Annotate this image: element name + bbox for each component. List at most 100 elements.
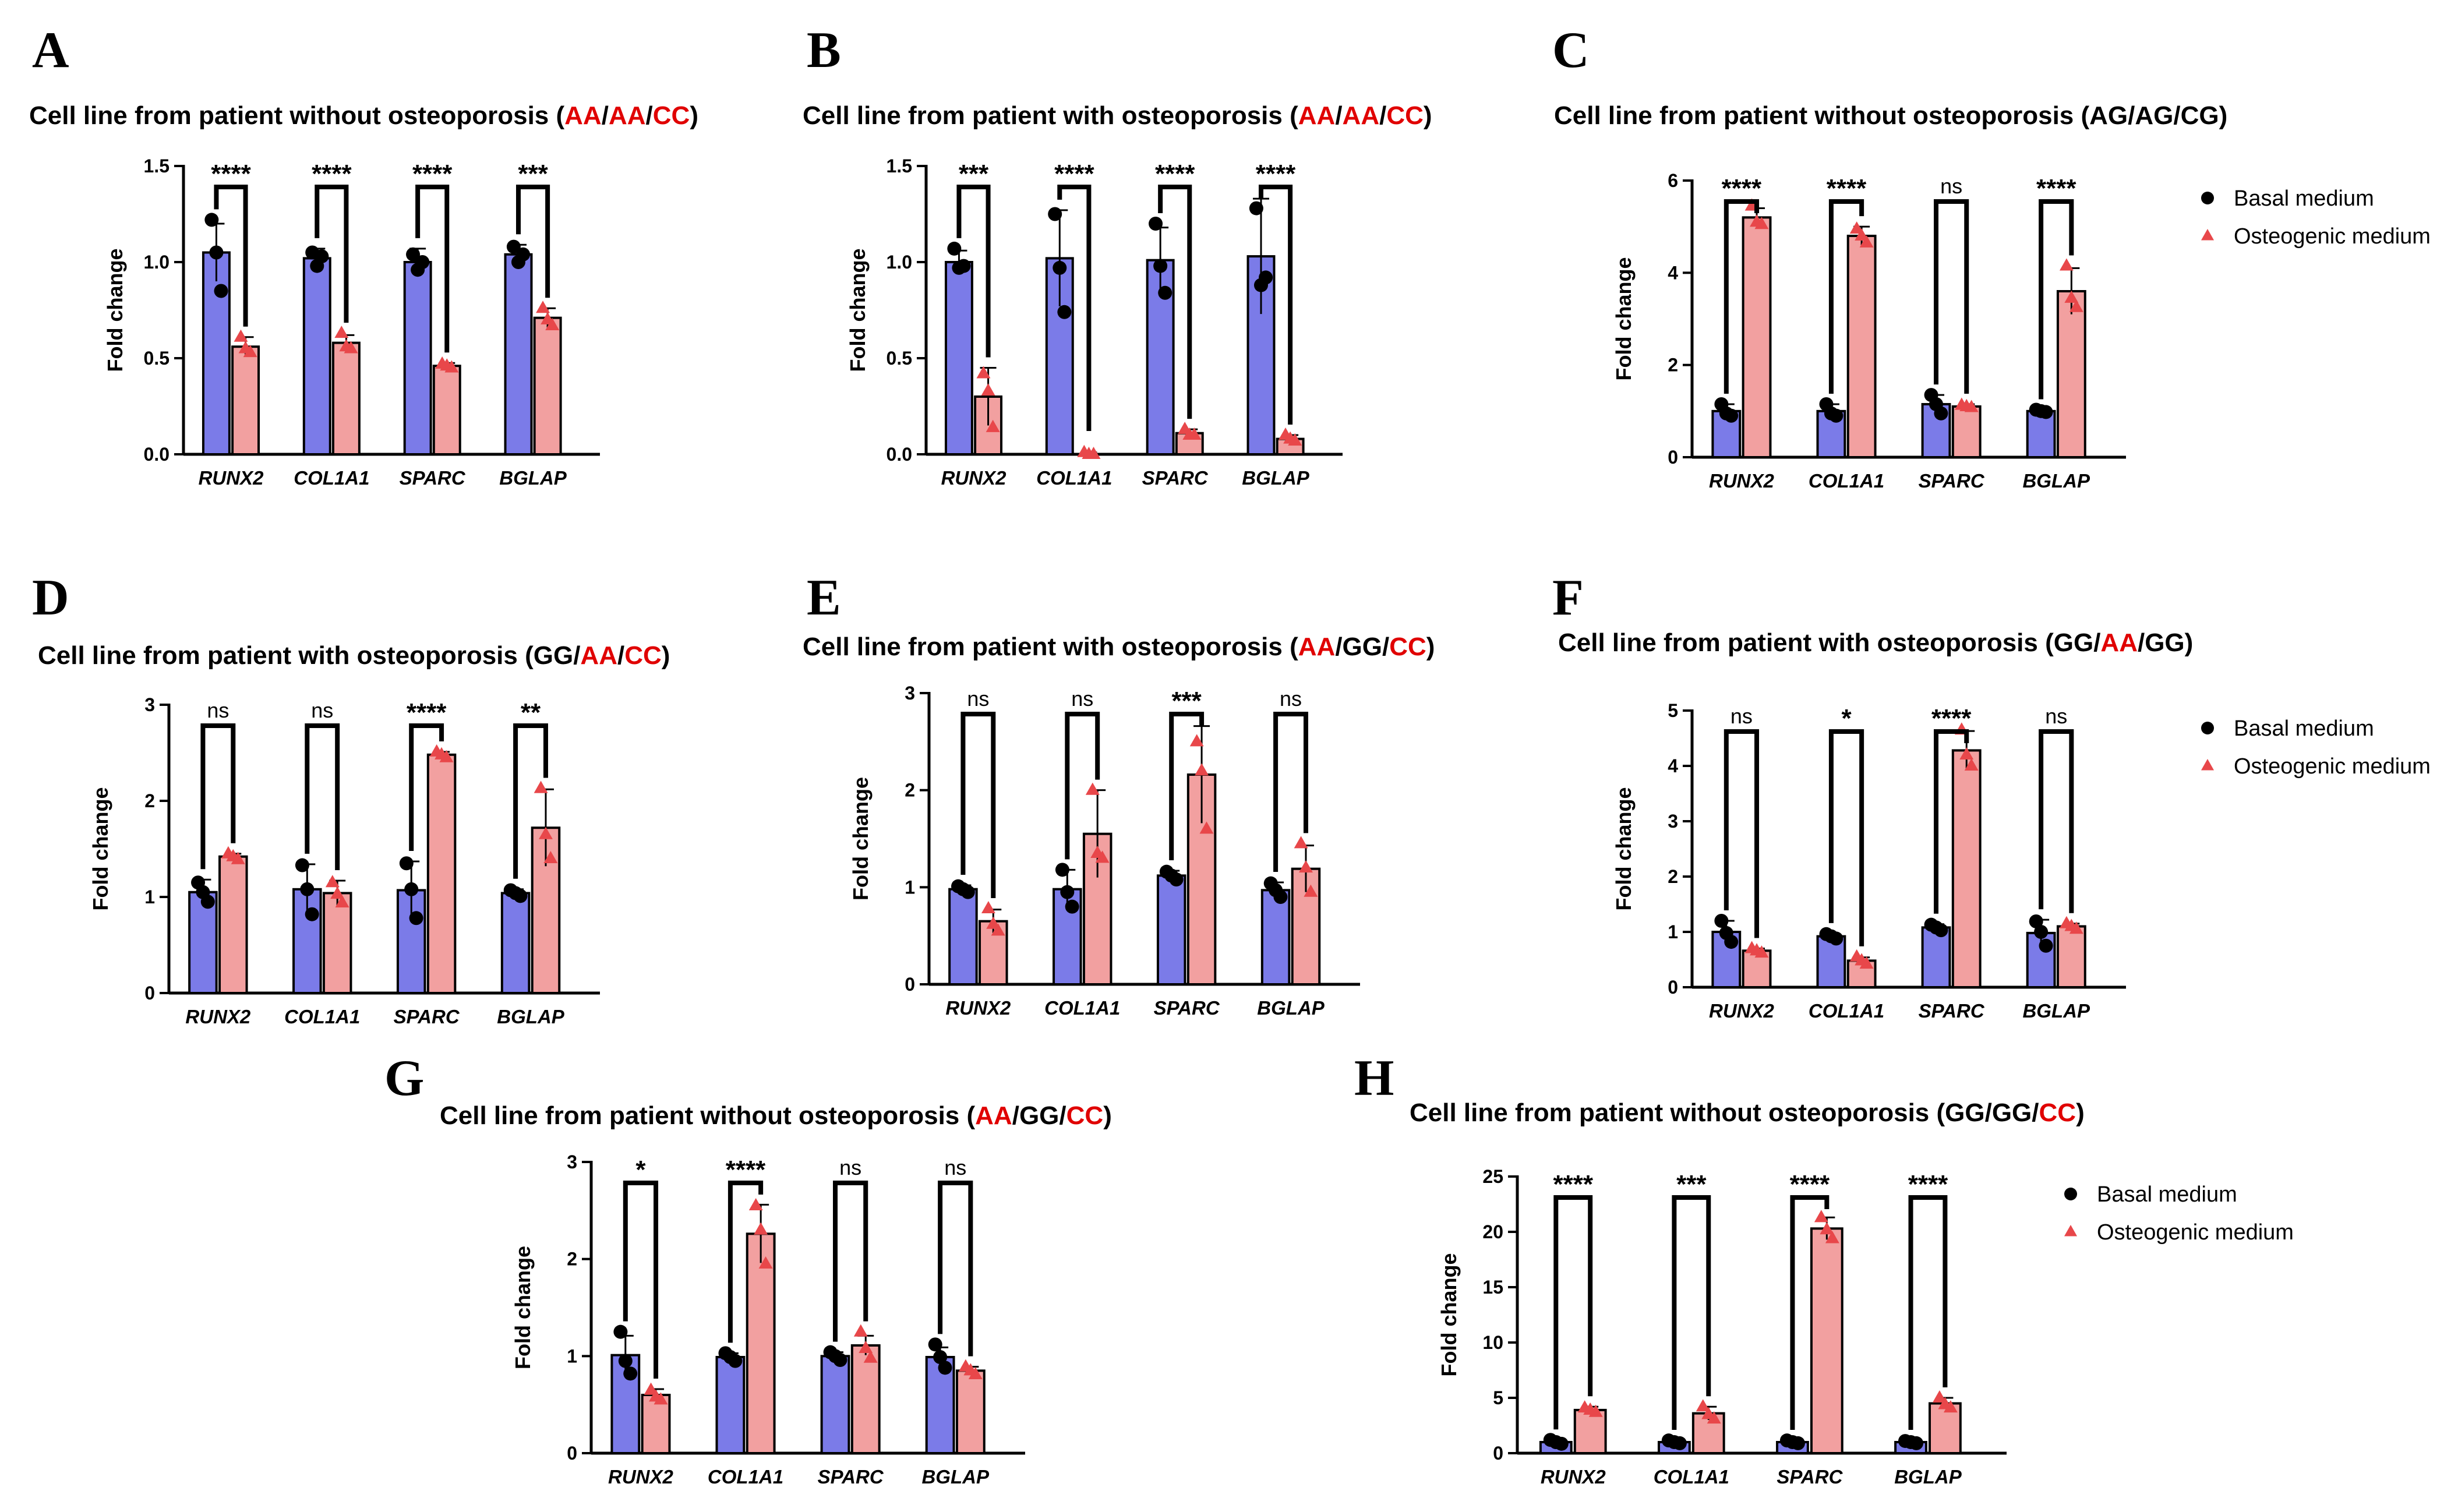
data-point-osteogenic: [654, 1392, 668, 1405]
y-tick-label: 1.0: [144, 252, 169, 273]
data-point-osteogenic: [644, 1382, 658, 1395]
data-point-basal: [1055, 863, 1069, 877]
significance-label: ns: [1280, 687, 1302, 711]
bar-osteogenic: [1742, 216, 1772, 458]
y-tick-label: 1: [1668, 921, 1678, 942]
bar-osteogenic: [322, 892, 352, 995]
data-point-osteogenic: [1959, 747, 1974, 760]
y-tick-label: 0: [1668, 447, 1678, 468]
y-tick-label: 5: [1668, 700, 1678, 721]
title-segment: /: [617, 641, 624, 670]
panel-title: Cell line from patient with osteoporosis…: [803, 101, 1432, 130]
significance-bracket: [200, 723, 236, 870]
data-point-osteogenic: [1299, 860, 1313, 873]
title-segment: Cell line from patient with osteoporosis…: [38, 641, 580, 670]
data-point-osteogenic: [2064, 290, 2079, 303]
legend-basal-marker: [2064, 1188, 2077, 1200]
significance-label: ns: [967, 687, 989, 711]
data-point-basal: [938, 1361, 952, 1375]
y-tick-label: 4: [1668, 755, 1678, 776]
data-point-basal: [305, 907, 319, 921]
category-label: COL1A1: [1036, 467, 1112, 489]
panel-letter: H: [1354, 1050, 1394, 1107]
data-point-osteogenic: [1085, 782, 1100, 795]
significance-bracket: [727, 1181, 764, 1343]
data-point-basal: [406, 247, 421, 262]
data-point-basal: [928, 1337, 942, 1352]
bar-osteogenic: [533, 316, 562, 456]
bar-basal: [504, 253, 533, 455]
significance-bracket: [1908, 1195, 1948, 1430]
y-tick-label: 2: [1668, 355, 1678, 376]
title-segment: ): [2076, 1098, 2085, 1127]
category-label: BGLAP: [1257, 997, 1325, 1019]
significance-label: *: [1841, 704, 1852, 733]
legend-osteogenic-label: Osteogenic medium: [2234, 224, 2431, 249]
y-axis-label: Fold change: [849, 777, 873, 900]
y-tick-label: 0: [1668, 977, 1678, 998]
bar-osteogenic: [850, 1344, 881, 1454]
title-segment: Cell line from patient with osteoporosis…: [1558, 628, 2100, 657]
y-tick-label: 0: [144, 983, 155, 1004]
data-point-osteogenic: [545, 317, 560, 330]
legend-osteogenic-label: Osteogenic medium: [2234, 754, 2431, 779]
category-label: RUNX2: [941, 467, 1007, 489]
significance-label: ns: [1940, 174, 1962, 198]
data-point-osteogenic: [543, 851, 558, 864]
data-point-basal: [1829, 931, 1843, 946]
significance-bracket: [515, 185, 550, 298]
significance-label: ***: [1171, 687, 1202, 715]
significance-label: ****: [726, 1156, 766, 1184]
y-tick-label: 6: [1668, 170, 1678, 191]
data-point-basal: [1934, 923, 1948, 938]
data-point-basal: [1714, 914, 1729, 928]
legend: Basal medium Osteogenic medium: [2201, 186, 2431, 249]
data-point-osteogenic: [1588, 1404, 1603, 1417]
data-point-osteogenic: [335, 895, 349, 907]
data-point-osteogenic: [1696, 1399, 1710, 1412]
data-point-osteogenic: [2059, 258, 2074, 271]
data-point-basal: [1053, 260, 1067, 275]
data-point-basal: [613, 1324, 628, 1339]
y-tick-label: 10: [1482, 1332, 1503, 1353]
bar-osteogenic: [1810, 1227, 1843, 1455]
data-point-osteogenic: [1964, 758, 1979, 771]
data-point-osteogenic: [1814, 1210, 1828, 1223]
title-genotype-highlight: AA: [975, 1101, 1012, 1130]
legend-basal-label: Basal medium: [2097, 1182, 2237, 1207]
y-tick-label: 0: [905, 974, 915, 995]
y-axis-label: Fold change: [846, 248, 870, 372]
y-tick-label: 1: [905, 877, 915, 898]
data-point-basal: [2034, 925, 2049, 939]
data-point-osteogenic: [1855, 228, 1869, 241]
bar-basal: [820, 1355, 850, 1454]
y-axis-label: Fold change: [103, 248, 127, 372]
data-point-osteogenic: [1189, 734, 1204, 747]
title-genotype-highlight: AA: [1298, 101, 1336, 130]
data-point-osteogenic: [444, 360, 459, 373]
significance-bracket: [415, 185, 450, 353]
title-segment: /GG/: [1335, 633, 1389, 661]
panel-d: D Cell line from patient with osteoporosi…: [32, 570, 670, 1027]
data-point-osteogenic: [536, 301, 550, 313]
category-label: RUNX2: [185, 1006, 251, 1027]
panel-letter: F: [1552, 570, 1584, 626]
title-segment: ): [662, 641, 670, 670]
data-point-basal: [1057, 305, 1072, 319]
significance-bracket: [315, 185, 349, 323]
data-point-basal: [1149, 217, 1163, 231]
significance-bracket: [409, 723, 444, 851]
y-axis-label: Fold change: [511, 1246, 535, 1369]
title-genotype-highlight: AA: [1298, 633, 1336, 661]
significance-label: ****: [2036, 174, 2076, 203]
category-label: RUNX2: [1541, 1466, 1606, 1488]
category-label: SPARC: [1142, 467, 1209, 489]
bar-osteogenic: [955, 1369, 986, 1454]
data-point-basal: [399, 856, 414, 871]
significance-bracket: [305, 723, 340, 870]
title-genotype-highlight: AA: [1343, 101, 1380, 130]
y-tick-label: 3: [905, 683, 915, 704]
significance-bracket: [938, 1181, 973, 1356]
data-point-osteogenic: [1187, 428, 1202, 440]
data-point-osteogenic: [1199, 821, 1214, 834]
